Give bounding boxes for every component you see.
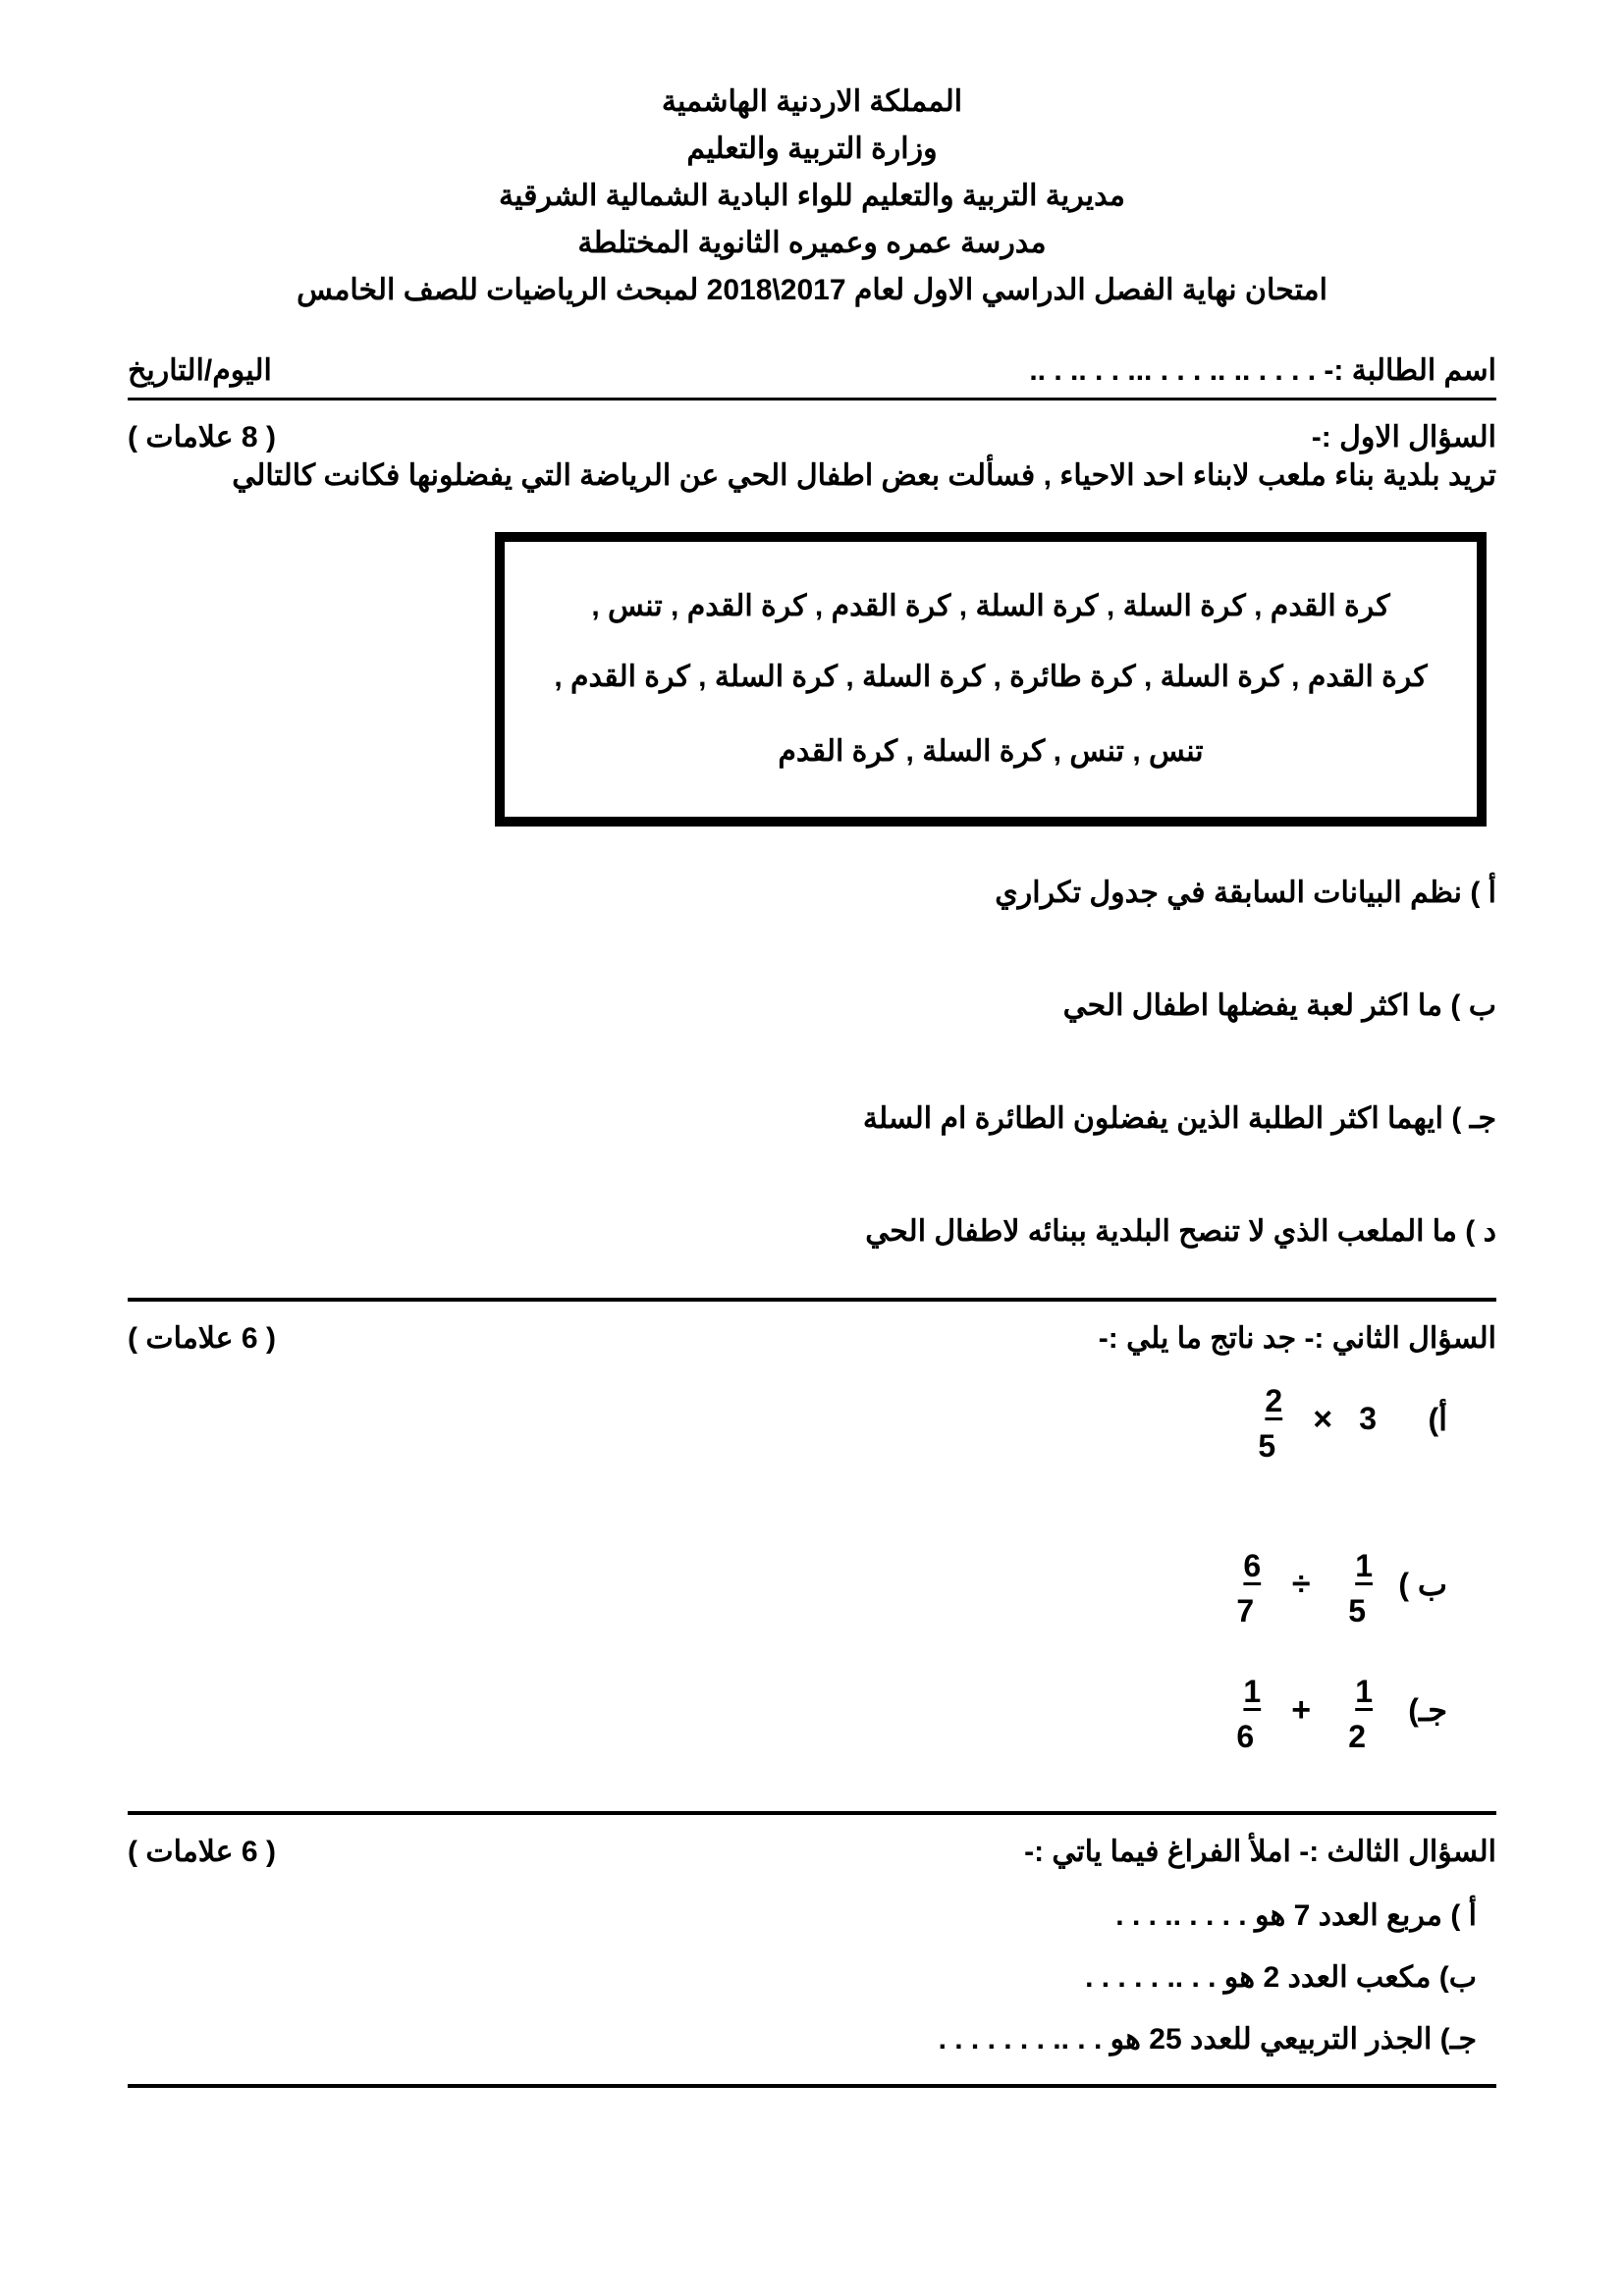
fraction-numerator: 2 <box>1247 1385 1286 1422</box>
date-label: اليوم/التاريخ <box>128 353 272 388</box>
divider <box>128 398 1496 400</box>
q1-part-d: د ) ما الملعب الذي لا تنصح البلدية ببنائ… <box>128 1214 1496 1249</box>
header-line-4: مدرسة عمره وعميره الثانوية المختلطة <box>128 220 1496 267</box>
fraction-denominator: 6 <box>1236 1713 1254 1752</box>
q2-c-label: جـ) <box>1398 1676 1447 1729</box>
q1-data-box: كرة القدم , كرة السلة , كرة السلة , كرة … <box>495 532 1487 827</box>
q2-a-integer: 3 <box>1359 1385 1377 1437</box>
q1-box-line-2: كرة القدم , كرة السلة , كرة طائرة , كرة … <box>544 642 1437 713</box>
fraction-denominator: 2 <box>1348 1713 1366 1752</box>
q1-part-c: جـ ) ايهما اكثر الطلبة الذين يفضلون الطا… <box>128 1101 1496 1136</box>
q2-part-c: جـ) 1 2 + 1 6 <box>128 1676 1496 1752</box>
bottom-spacer <box>128 2108 1496 2111</box>
q2-c-op: + <box>1286 1676 1316 1730</box>
header-block: المملكة الاردنية الهاشمية وزارة التربية … <box>128 79 1496 314</box>
q2-a-label: أ) <box>1398 1385 1447 1438</box>
q1-box-line-1: كرة القدم , كرة السلة , كرة السلة , كرة … <box>544 571 1437 642</box>
q2-title: السؤال الثاني :- جد ناتج ما يلي :- <box>1099 1321 1496 1356</box>
divider <box>128 2084 1496 2088</box>
q2-a-fraction: 2 5 <box>1247 1385 1286 1462</box>
header-line-2: وزارة التربية والتعليم <box>128 126 1496 173</box>
q1-box-line-3: تنس , تنس , كرة السلة , كرة القدم <box>544 717 1437 787</box>
q3-header: السؤال الثالث :- املأ الفراغ فيما ياتي :… <box>128 1835 1496 1869</box>
q2-b-fraction-2: 6 7 <box>1225 1550 1265 1627</box>
q2-marks: ( 6 علامات ) <box>128 1321 276 1356</box>
q2-part-b: ب ) 1 5 ÷ 6 7 <box>128 1550 1496 1627</box>
fraction-numerator: 6 <box>1225 1550 1265 1587</box>
divider <box>128 1811 1496 1815</box>
q2-b-op: ÷ <box>1286 1550 1316 1604</box>
q2-c-fraction-1: 1 2 <box>1337 1676 1377 1752</box>
fraction-denominator: 5 <box>1258 1422 1275 1462</box>
q3-part-a: أ ) مربع العدد 7 هو . . . . .. . . . <box>128 1898 1496 1933</box>
q2-part-a: أ) 3 × 2 5 <box>128 1385 1496 1462</box>
name-date-row: اسم الطالبة :- . . . . .. .. . . . ... .… <box>128 353 1496 388</box>
exam-page: المملكة الاردنية الهاشمية وزارة التربية … <box>0 0 1624 2296</box>
q1-title: السؤال الاول :- <box>1312 420 1496 454</box>
fraction-numerator: 1 <box>1337 1676 1377 1713</box>
header-line-1: المملكة الاردنية الهاشمية <box>128 79 1496 126</box>
q1-text: تريد بلدية بناء ملعب لابناء احد الاحياء … <box>128 458 1496 493</box>
q3-part-b: ب) مكعب العدد 2 هو . . .. . . . . . <box>128 1960 1496 1995</box>
fraction-numerator: 1 <box>1225 1676 1265 1713</box>
q1-header: السؤال الاول :- ( 8 علامات ) <box>128 420 1496 454</box>
q1-part-b: ب ) ما اكثر لعبة يفضلها اطفال الحي <box>128 988 1496 1023</box>
fraction-numerator: 1 <box>1337 1550 1377 1587</box>
q2-b-fraction-1: 1 5 <box>1337 1550 1377 1627</box>
q3-title: السؤال الثالث :- املأ الفراغ فيما ياتي :… <box>1024 1835 1496 1869</box>
q3-marks: ( 6 علامات ) <box>128 1835 276 1869</box>
q3-part-c: جـ) الجذر التربيعي للعدد 25 هو . . .. . … <box>128 2022 1496 2056</box>
q1-part-a: أ ) نظم البيانات السابقة في جدول تكراري <box>128 876 1496 910</box>
student-name-label: اسم الطالبة :- . . . . .. .. . . . ... .… <box>1029 353 1496 388</box>
fraction-denominator: 5 <box>1348 1587 1366 1627</box>
header-line-5: امتحان نهاية الفصل الدراسي الاول لعام 20… <box>128 267 1496 314</box>
q2-header: السؤال الثاني :- جد ناتج ما يلي :- ( 6 ع… <box>128 1321 1496 1356</box>
header-line-3: مديرية التربية والتعليم للواء البادية ال… <box>128 173 1496 220</box>
divider <box>128 1298 1496 1302</box>
q2-b-label: ب ) <box>1398 1550 1447 1603</box>
q2-a-op: × <box>1308 1385 1337 1439</box>
q2-c-fraction-2: 1 6 <box>1225 1676 1265 1752</box>
fraction-denominator: 7 <box>1236 1587 1254 1627</box>
q1-marks: ( 8 علامات ) <box>128 420 276 454</box>
